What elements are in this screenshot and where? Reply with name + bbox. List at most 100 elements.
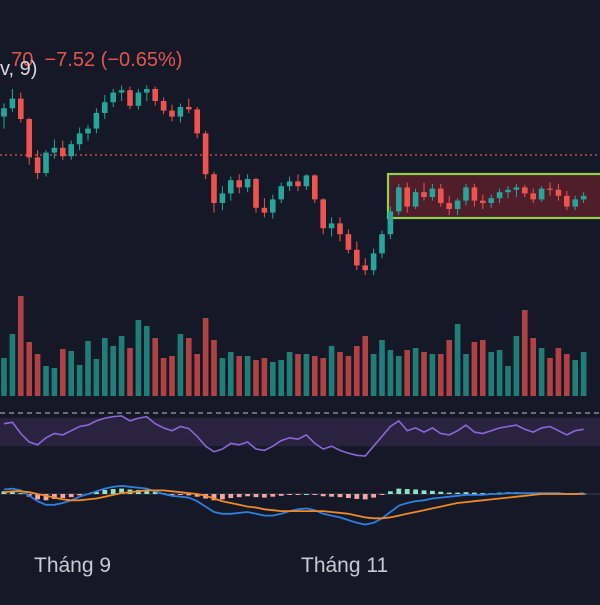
macd-histogram-bar (211, 494, 217, 501)
candle (228, 180, 234, 194)
candle (26, 119, 32, 158)
macd-histogram-bar (472, 492, 477, 494)
candle (446, 203, 452, 209)
candle (9, 98, 16, 109)
volume-bar (93, 359, 100, 396)
volume-bar (144, 326, 150, 396)
candle (303, 175, 310, 187)
volume-bar (379, 340, 385, 396)
candle (496, 192, 503, 199)
macd-histogram-bar (262, 494, 267, 498)
macd-histogram-bar (455, 492, 460, 494)
rsi-line (3, 415, 584, 457)
volume-bar (404, 350, 410, 396)
volume-bar (572, 360, 578, 396)
volume-bar (463, 354, 469, 396)
candle (51, 147, 58, 153)
x-axis-label-thang-9: Tháng 9 (34, 554, 112, 577)
volume-bar (135, 320, 142, 396)
macd-histogram-bar (329, 494, 334, 497)
volume-bar (412, 348, 419, 396)
macd-histogram-bar (287, 494, 292, 495)
candle (253, 179, 259, 208)
rsi-band (0, 418, 600, 447)
candle (396, 187, 402, 212)
volume-bar (261, 358, 268, 396)
candle (219, 193, 226, 203)
volume-bar (438, 354, 444, 396)
candle (34, 157, 41, 173)
macd-histogram-bar (35, 494, 40, 500)
macd-histogram-bar (186, 494, 192, 496)
volume-bar (421, 352, 427, 396)
volume-bar (555, 348, 562, 396)
volume-bar (68, 351, 74, 396)
volume-bar (362, 336, 368, 396)
candle (177, 107, 184, 117)
candle (312, 175, 318, 200)
macd-histogram-bar (379, 494, 385, 495)
candle (93, 113, 100, 129)
volume-bar (387, 350, 394, 396)
volume-bar (580, 352, 587, 396)
volume-bar (496, 350, 503, 396)
macd-histogram-bar (68, 494, 74, 498)
volume-bar (160, 358, 167, 396)
candle (429, 188, 436, 197)
candle (328, 223, 335, 229)
volume-bar (446, 340, 452, 396)
candle (421, 192, 427, 197)
macd-histogram-bar (480, 493, 486, 495)
macd-histogram-bar (413, 489, 418, 494)
price-change-percent: (−0.65%) (100, 49, 183, 71)
volume-bar (127, 348, 133, 396)
volume-bar (488, 352, 494, 396)
volume-bar (43, 366, 49, 396)
candle (370, 253, 377, 271)
macd-histogram-bar (144, 490, 150, 494)
volume-bar (244, 356, 251, 396)
macd-histogram-bar (94, 491, 99, 494)
volume-bar (337, 352, 343, 396)
volume-bar (522, 310, 528, 396)
volume-bar (202, 318, 209, 396)
candle (286, 181, 293, 187)
candle (505, 189, 511, 193)
candle (76, 133, 83, 145)
volume-bar (354, 346, 360, 396)
candle (354, 249, 360, 266)
volume-bar (186, 338, 192, 396)
candle (412, 192, 419, 207)
macd-histogram-bar (346, 494, 351, 499)
macd-histogram-bar (438, 491, 444, 494)
candle (404, 187, 410, 207)
candle (572, 199, 578, 207)
volume-bar (328, 346, 335, 396)
candle (144, 89, 150, 93)
candle (337, 223, 343, 235)
candle (463, 187, 469, 201)
macd-histogram-bar (430, 490, 435, 494)
macd-histogram-bar (169, 494, 175, 495)
macd-histogram-bar (220, 494, 225, 500)
volume-bar (270, 362, 276, 396)
candle (488, 198, 494, 203)
volume-bar (51, 368, 58, 396)
macd-histogram-bar (18, 493, 24, 495)
volume-bar (228, 352, 234, 396)
macd-histogram-bar (52, 494, 57, 499)
macd-line (3, 484, 584, 526)
macd-histogram-bar (253, 494, 259, 498)
macd-histogram-bar (312, 494, 318, 495)
volume-bar (34, 354, 41, 396)
macd-histogram-bar (236, 494, 242, 498)
candle (438, 188, 444, 203)
macd-histogram-bar (337, 494, 343, 498)
candle (538, 188, 545, 200)
macd-histogram-bar (388, 491, 393, 494)
macd-histogram-bar (362, 494, 368, 500)
last-price-fragment: 70 (11, 49, 34, 71)
candle (547, 188, 553, 190)
candle (102, 102, 108, 113)
volume-bar (547, 358, 553, 396)
